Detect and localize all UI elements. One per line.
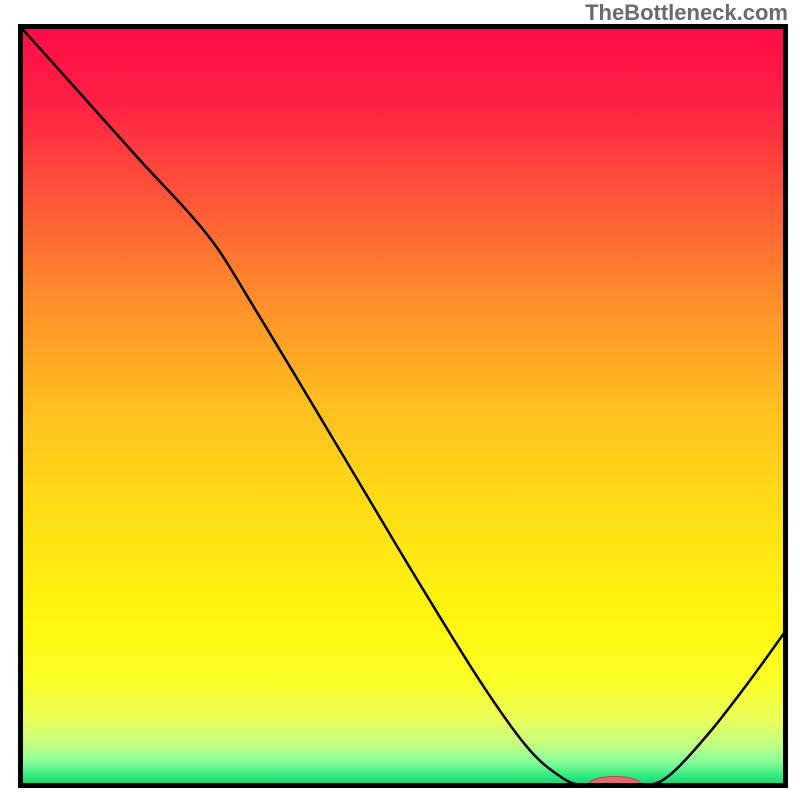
plot-area	[18, 24, 788, 788]
watermark-text: TheBottleneck.com	[585, 0, 788, 26]
bottleneck-chart: TheBottleneck.com	[0, 0, 800, 800]
plot-border	[18, 24, 788, 788]
